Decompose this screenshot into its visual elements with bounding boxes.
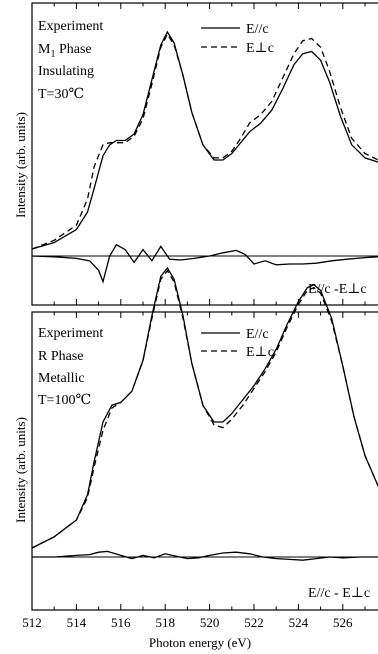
x-tick-label: 514 bbox=[67, 615, 87, 630]
panel-top-legend: E//c E⊥c bbox=[201, 22, 274, 56]
series-difference bbox=[31, 243, 378, 284]
x-tick-label: 522 bbox=[244, 615, 264, 630]
series-difference bbox=[32, 550, 378, 561]
panel-top: Experiment M1 Phase Insulating T=30℃ E//… bbox=[31, 2, 378, 306]
x-tick-label: 524 bbox=[289, 615, 309, 630]
panel-bottom-annotation-line2: R Phase bbox=[38, 349, 84, 364]
panel-top-curves bbox=[31, 30, 378, 284]
panel-bottom-annotation-line3: Metallic bbox=[38, 371, 85, 386]
x-tick-labels: 512 514 516 518 520 522 524 526 bbox=[22, 615, 353, 630]
panel-bottom-annotation-line4: T=100℃ bbox=[38, 393, 91, 408]
panel-top-difference-label: E//c -E⊥c bbox=[308, 282, 367, 297]
panel-top-annotation-line1: Experiment bbox=[38, 19, 103, 34]
panel-top-annotation-line3: Insulating bbox=[38, 64, 94, 79]
panel-bottom-legend: E//c E⊥c bbox=[201, 327, 274, 360]
legend-label-parallel: E//c bbox=[246, 327, 269, 342]
panel-top-ylabel: Intensity (arb. units) bbox=[13, 112, 28, 218]
panel-bottom-curves bbox=[31, 266, 378, 561]
x-tick-label: 512 bbox=[22, 615, 42, 630]
panel-bottom-ylabel: Intensity (arb. units) bbox=[13, 417, 28, 523]
legend-label-perpendicular: E⊥c bbox=[246, 345, 274, 360]
x-tick-label: 526 bbox=[333, 615, 353, 630]
panel-top-annotation-line4: T=30℃ bbox=[38, 87, 84, 102]
x-axis-label: Photon energy (eV) bbox=[149, 635, 251, 650]
x-tick-label: 518 bbox=[155, 615, 175, 630]
panel-top-frame bbox=[31, 2, 378, 306]
panel-bottom: Experiment R Phase Metallic T=100℃ E//c … bbox=[31, 266, 378, 611]
x-tick-label: 520 bbox=[200, 615, 220, 630]
legend-label-perpendicular: E⊥c bbox=[246, 41, 274, 56]
series-e-perp-c bbox=[31, 32, 378, 250]
panel-bottom-ticks bbox=[31, 312, 366, 610]
panel-top-annotation-line2: M1 Phase bbox=[38, 42, 92, 60]
x-tick-label: 516 bbox=[111, 615, 131, 630]
series-e-perp-c bbox=[31, 269, 378, 549]
legend-label-parallel: E//c bbox=[246, 22, 269, 37]
panel-bottom-frame bbox=[31, 311, 378, 611]
panel-bottom-difference-label: E//c - E⊥c bbox=[308, 586, 370, 601]
series-e-parallel-c bbox=[31, 266, 378, 549]
panel-bottom-annotation-line1: Experiment bbox=[38, 326, 103, 341]
